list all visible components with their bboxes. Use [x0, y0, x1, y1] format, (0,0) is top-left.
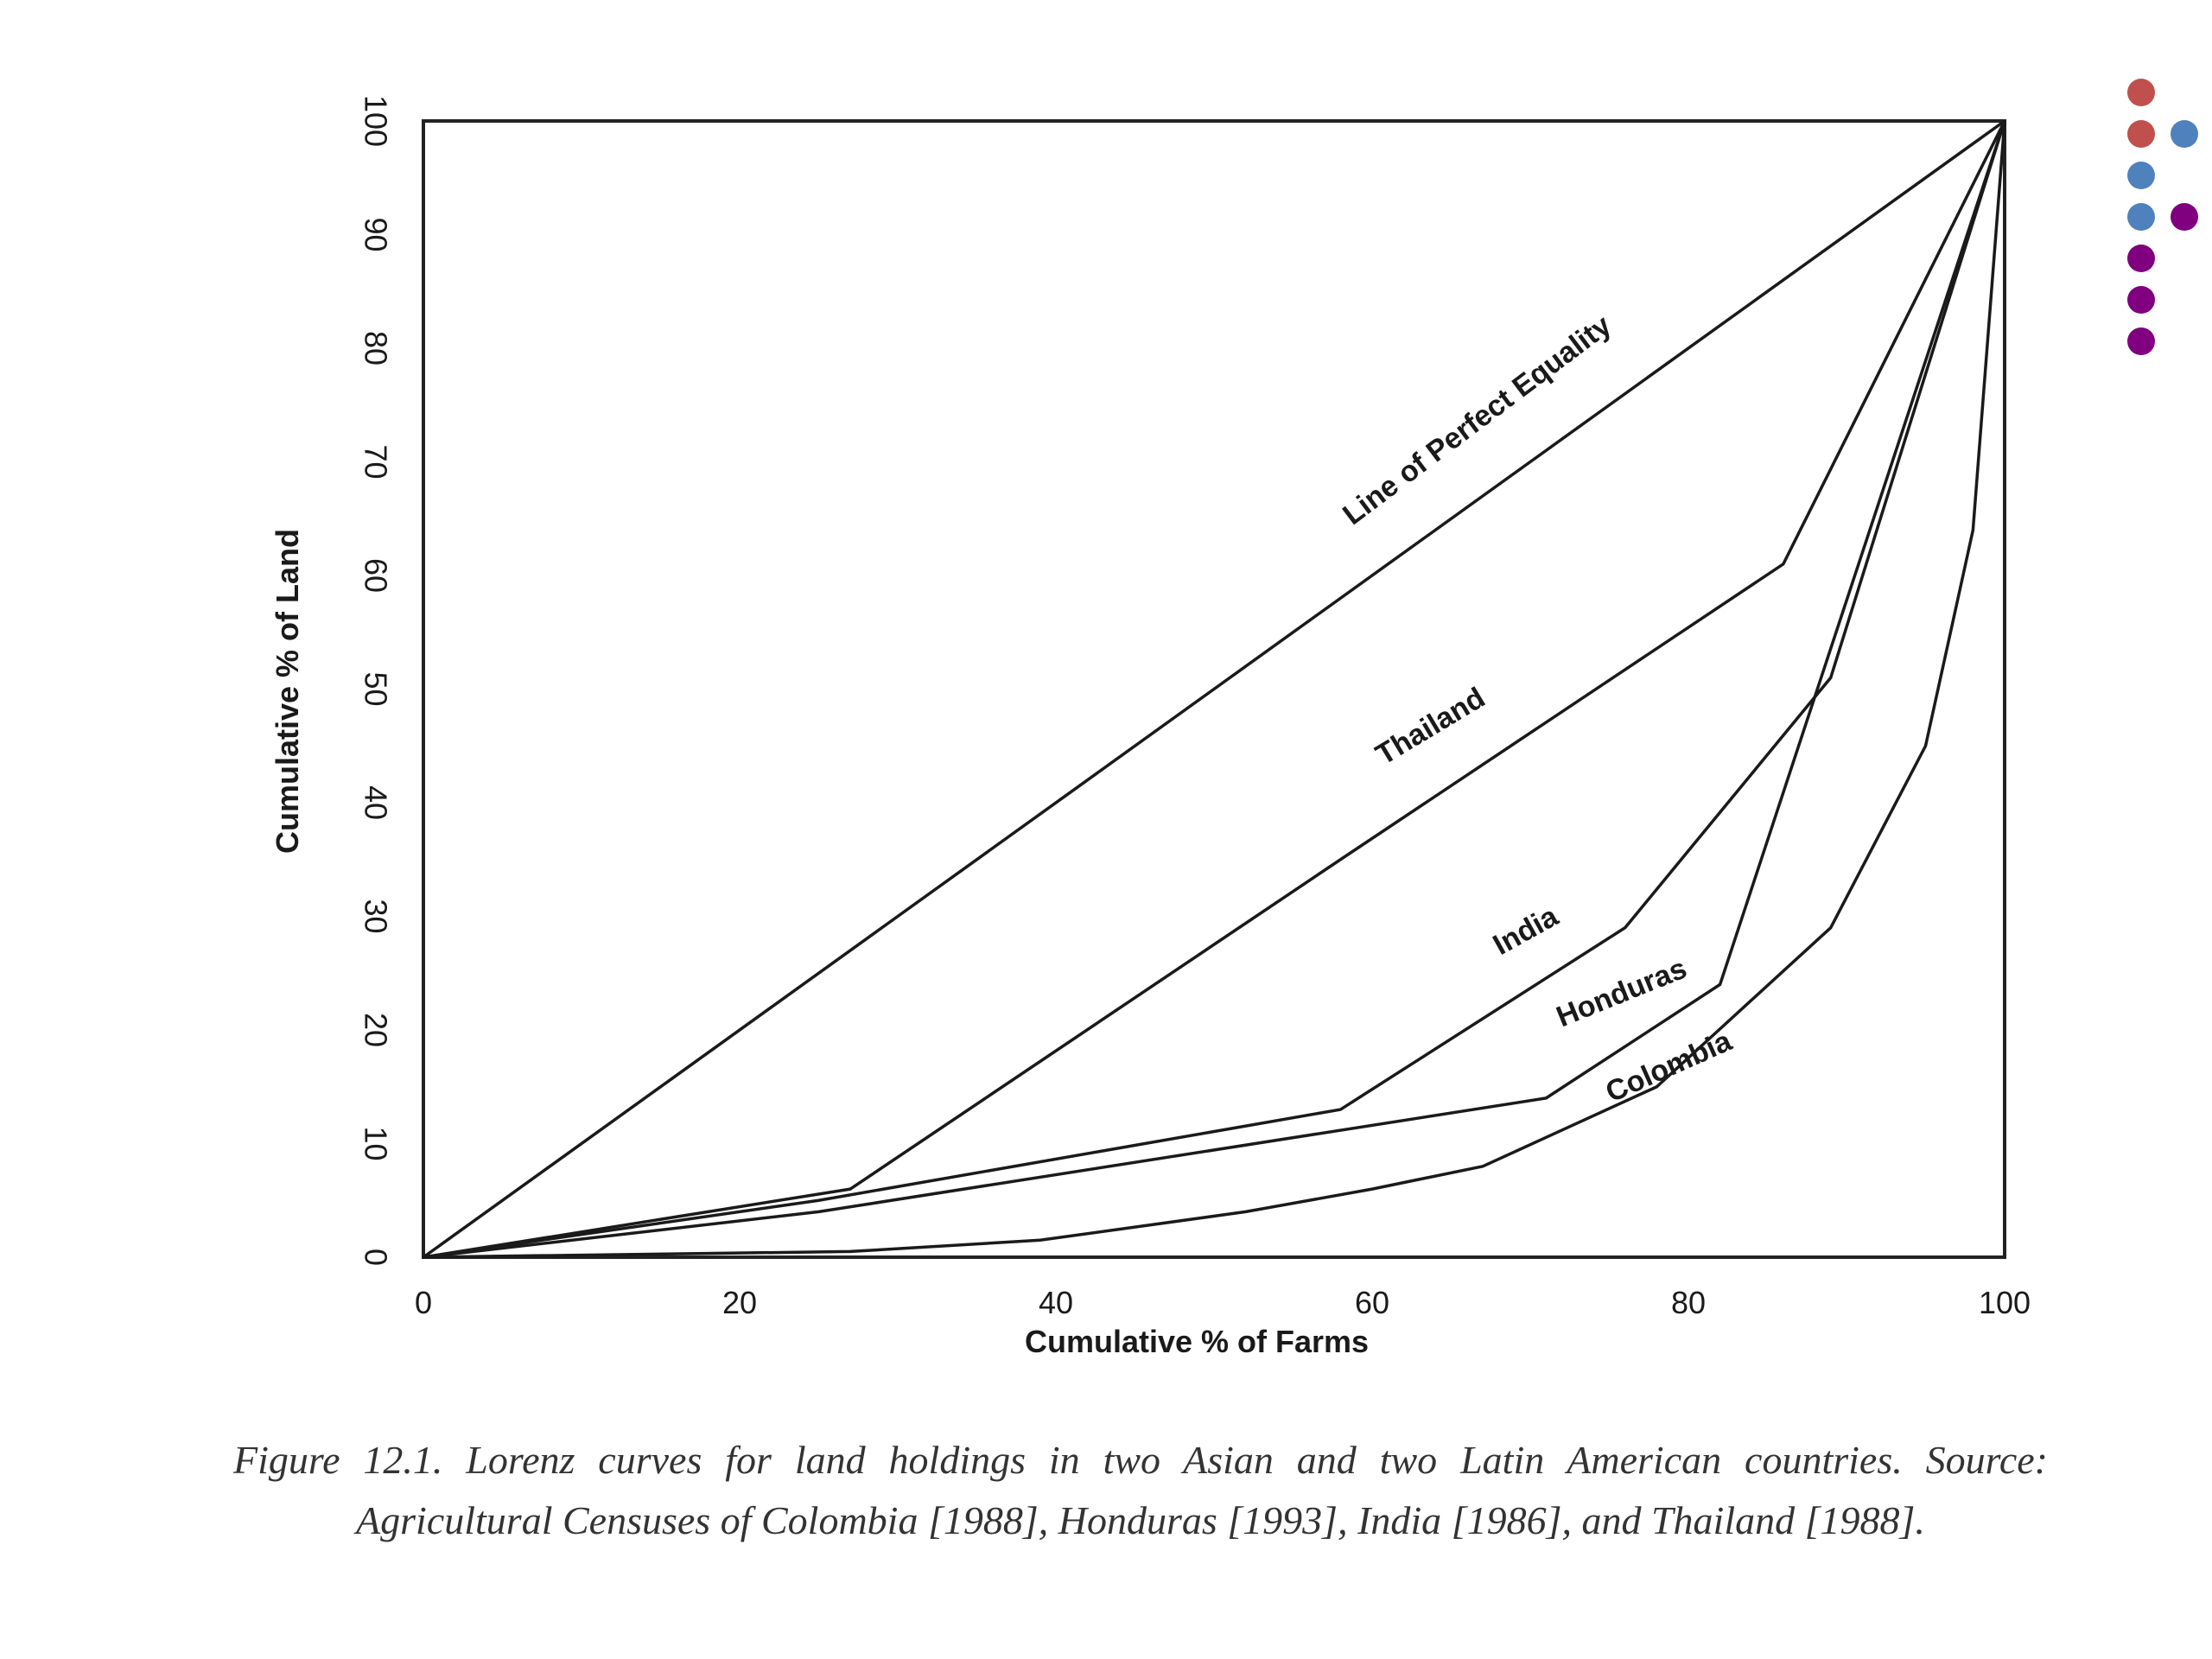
series-line-india	[423, 120, 2006, 1259]
decorative-dot	[2127, 327, 2155, 355]
decorative-dot	[2127, 203, 2155, 231]
y-tick-label: 40	[358, 785, 393, 820]
series-line-line-of-perfect-equality	[422, 119, 2006, 1259]
figure-caption: Figure 12.1. Lorenz curves for land hold…	[233, 1438, 2048, 1542]
series-labels: Line of Perfect Equality Thailand IndiaHon…	[1337, 308, 1738, 1109]
y-axis-ticks: 0 10 20 30 40 50 60 70 80 90 100	[358, 95, 393, 1266]
x-tick-label: 0	[415, 1285, 432, 1320]
y-axis-title: Cumulative % of Land	[270, 529, 305, 854]
series-line-colombia	[423, 120, 2006, 1259]
decorative-dot	[2127, 162, 2155, 189]
y-tick-label: 100	[358, 95, 393, 147]
x-tick-label: 60	[1355, 1285, 1389, 1320]
x-tick-label: 80	[1671, 1285, 1706, 1320]
series-label-line-of-perfect-equality: Line of Perfect Equality	[1337, 308, 1618, 531]
decorative-dot	[2171, 203, 2198, 231]
series-label-thailand: Thailand	[1370, 681, 1491, 772]
x-tick-label: 100	[1979, 1285, 2031, 1320]
x-tick-label: 20	[722, 1285, 757, 1320]
decorative-dot	[2171, 120, 2198, 148]
x-axis-title: Cumulative % of Farms	[1025, 1324, 1369, 1359]
y-tick-label: 60	[358, 558, 393, 593]
decorative-dot	[2127, 245, 2155, 272]
y-tick-label: 20	[358, 1013, 393, 1047]
y-tick-label: 80	[358, 331, 393, 365]
decorative-dot	[2127, 120, 2155, 148]
decorative-dots	[2127, 79, 2198, 355]
y-tick-label: 0	[358, 1249, 393, 1266]
x-tick-label: 40	[1039, 1285, 1073, 1320]
plot-area-frame	[422, 119, 2006, 1259]
x-axis-ticks: 0 20 40 60 80 100	[415, 1285, 2031, 1320]
y-tick-label: 50	[358, 671, 393, 706]
y-tick-label: 70	[358, 444, 393, 479]
series-label-india: India	[1488, 899, 1565, 962]
series-lines	[422, 119, 2006, 1259]
decorative-dot	[2127, 286, 2155, 314]
series-line-honduras	[423, 120, 2006, 1259]
series-label-colombia: Colombia	[1601, 1024, 1738, 1109]
decorative-dot	[2127, 79, 2155, 106]
y-tick-label: 30	[358, 899, 393, 933]
series-label-honduras: Honduras	[1552, 952, 1691, 1034]
series-line-thailand	[423, 120, 2006, 1259]
y-tick-label: 90	[358, 217, 393, 251]
y-tick-label: 10	[358, 1126, 393, 1160]
